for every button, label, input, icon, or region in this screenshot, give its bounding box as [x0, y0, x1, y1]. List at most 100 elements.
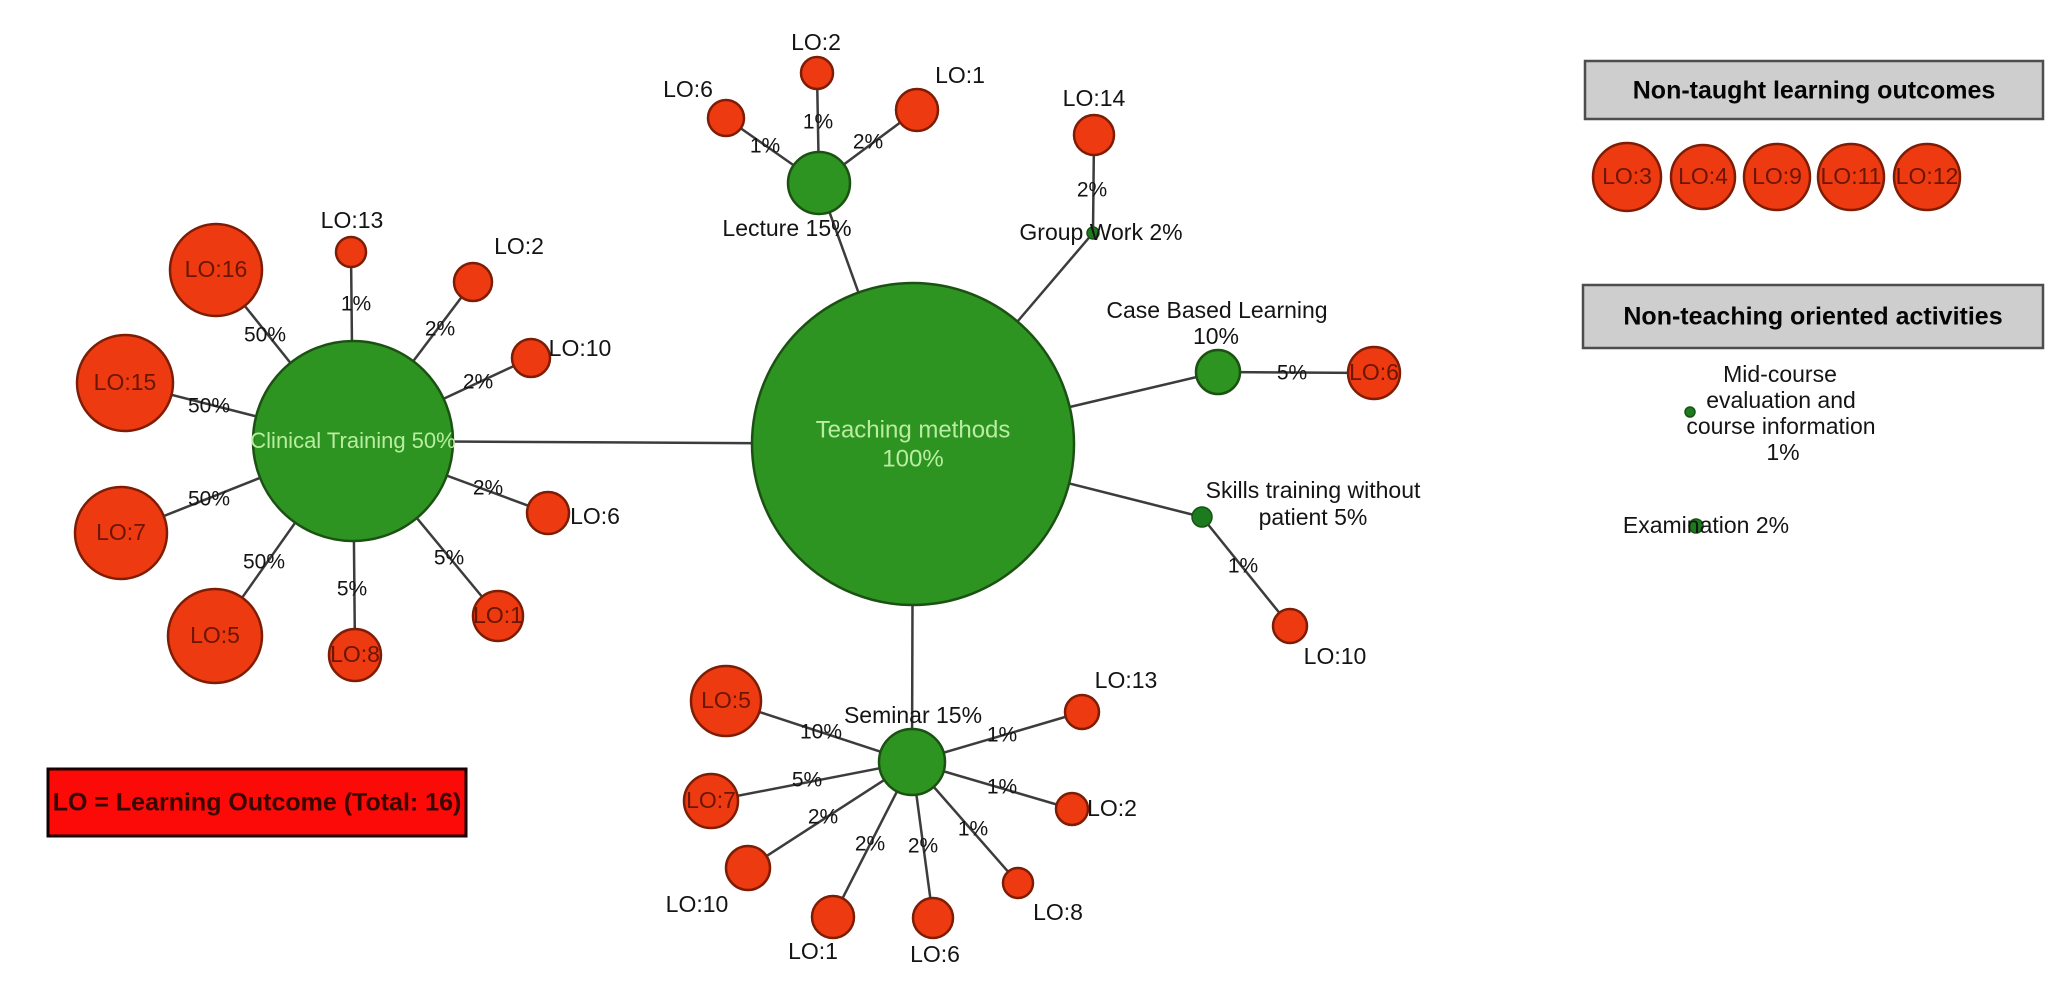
- seminar-lo1-circle: [810, 894, 856, 940]
- clinical-lo15-circle: [75, 333, 175, 433]
- clinical-lo1-pct: 5%: [434, 547, 464, 570]
- legend: LO = Learning Outcome (Total: 16): [46, 767, 468, 838]
- groupwork-lo14-circle: [1072, 113, 1116, 157]
- examination-dot: [1688, 518, 1704, 534]
- non-taught-lo12-circle: [1892, 142, 1962, 212]
- lecture-lo6-pct: 1%: [750, 135, 780, 158]
- seminar-lo1-pct: 2%: [855, 833, 885, 856]
- casebased-lo6-circle: [1346, 345, 1402, 401]
- skills-lo10-pct: 1%: [1228, 555, 1258, 578]
- clinical-lo2-pct: 2%: [425, 318, 455, 341]
- clinical-lo8-label: LO:8: [330, 641, 380, 667]
- non-taught-panel: Non-taught learning outcomes LO:3 LO:4 L…: [1583, 59, 2045, 213]
- skills-dot: [1191, 506, 1213, 528]
- casebased-lo6-label: LO:6: [1349, 359, 1399, 385]
- groupwork-lo14-pct: 2%: [1077, 179, 1107, 202]
- seminar-lo7-circle: [682, 772, 740, 830]
- teaching-hub-circle: [750, 281, 1076, 607]
- mid-course-dot: [1684, 406, 1696, 418]
- clinical-lo16-circle: [168, 222, 264, 318]
- clinical-lo7-circle: [73, 485, 169, 581]
- labels: Clinical Training 50% LO:16 50% LO:13 1%…: [94, 29, 1421, 967]
- clinical-lo10-pct: 2%: [463, 371, 493, 394]
- mid-course-label-line2: evaluation and: [1706, 387, 1856, 413]
- legend-note-box: [46, 767, 468, 838]
- clinical-lo7-pct: 50%: [188, 488, 230, 511]
- case-based-label-line2: 10%: [1193, 323, 1239, 349]
- non-taught-lo4-circle: [1669, 143, 1737, 211]
- seminar-lo13-label: LO:13: [1095, 667, 1158, 693]
- case-based-label-line1: Case Based Learning: [1106, 297, 1327, 323]
- clinical-lo8-circle: [327, 627, 383, 683]
- non-taught-lo9-label: LO:9: [1752, 163, 1802, 189]
- seminar-lo2-label: LO:2: [1087, 795, 1137, 821]
- teaching-hub-label-line1: Teaching methods: [816, 416, 1011, 443]
- seminar-lo6-label: LO:6: [910, 941, 960, 967]
- non-taught-lo11-circle: [1816, 142, 1886, 212]
- seminar-hub-label: Seminar 15%: [844, 702, 982, 728]
- seminar-lo2-pct: 1%: [987, 776, 1017, 799]
- groupwork-lo14-label: LO:14: [1063, 85, 1126, 111]
- seminar-lo7-pct: 5%: [792, 769, 822, 792]
- non-taught-header-text: Non-taught learning outcomes: [1633, 77, 1996, 105]
- lecture-lo1-circle: [894, 87, 940, 133]
- non-teaching-header-box: [1581, 283, 2045, 350]
- non-taught-lo9-circle: [1742, 142, 1812, 212]
- skills-lo10-label: LO:10: [1304, 643, 1367, 669]
- group-work-label: Group Work 2%: [1019, 219, 1182, 245]
- seminar-lo1-label: LO:1: [788, 938, 838, 964]
- seminar-lo7-label: LO:7: [686, 787, 736, 813]
- lecture-lo2-label: LO:2: [791, 29, 841, 55]
- seminar-lo10-label: LO:10: [666, 891, 729, 917]
- non-taught-lo4-label: LO:4: [1678, 163, 1728, 189]
- seminar-lo8-circle: [1001, 866, 1035, 900]
- non-taught-header-box: [1583, 59, 2045, 121]
- clinical-lo5-label: LO:5: [190, 622, 240, 648]
- clinical-lo15-pct: 50%: [188, 395, 230, 418]
- lecture-lo1-pct: 2%: [853, 131, 883, 154]
- seminar-lo6-circle: [911, 896, 955, 940]
- edge-skills-lo10: [1201, 516, 1291, 627]
- non-teaching-header-text: Non-teaching oriented activities: [1623, 303, 2002, 331]
- seminar-lo5-pct: 10%: [800, 721, 842, 744]
- clinical-lo7-label: LO:7: [96, 519, 146, 545]
- clinical-lo13-pct: 1%: [341, 293, 371, 316]
- seminar-lo5-circle: [689, 664, 763, 738]
- clinical-lo16-pct: 50%: [244, 324, 286, 347]
- skills-label-line1: Skills training without: [1206, 477, 1421, 503]
- clinical-lo6-pct: 2%: [473, 477, 503, 500]
- seminar-lo13-circle: [1063, 693, 1101, 731]
- skills-lo10-circle: [1271, 607, 1309, 645]
- seminar-lo13-pct: 1%: [987, 724, 1017, 747]
- mid-course-label-line1: Mid-course: [1723, 361, 1837, 387]
- non-taught-lo3-circle: [1591, 141, 1663, 213]
- seminar-hub-circle: [877, 727, 947, 797]
- clinical-lo5-circle: [166, 587, 264, 685]
- seminar-lo10-circle: [724, 844, 772, 892]
- lecture-lo6-label: LO:6: [663, 76, 713, 102]
- clinical-lo2-circle: [452, 261, 494, 303]
- teaching-hub-label-line2: 100%: [882, 445, 943, 472]
- lecture-hub-circle: [786, 150, 852, 216]
- skills-label-line2: patient 5%: [1259, 504, 1368, 530]
- clinical-lo6-circle: [525, 490, 571, 536]
- clinical-lo15-label: LO:15: [94, 369, 157, 395]
- non-taught-lo11-label: LO:11: [1821, 163, 1882, 189]
- mid-course-label-line4: 1%: [1766, 439, 1799, 465]
- lecture-lo1-label: LO:1: [935, 62, 985, 88]
- lecture-lo2-pct: 1%: [803, 111, 833, 134]
- clinical-hub-label: Clinical Training 50%: [250, 428, 455, 453]
- seminar-lo6-pct: 2%: [908, 835, 938, 858]
- nodes: [73, 55, 1402, 940]
- examination-label: Examination 2%: [1623, 512, 1789, 538]
- casebased-lo6-pct: 5%: [1277, 362, 1307, 385]
- non-taught-lo3-label: LO:3: [1602, 163, 1652, 189]
- lecture-lo6-circle: [706, 98, 746, 138]
- seminar-lo5-label: LO:5: [701, 687, 751, 713]
- clinical-lo6-label: LO:6: [570, 503, 620, 529]
- seminar-lo10-pct: 2%: [808, 806, 838, 829]
- lecture-lo2-circle: [799, 55, 835, 91]
- clinical-lo1-circle: [471, 589, 525, 643]
